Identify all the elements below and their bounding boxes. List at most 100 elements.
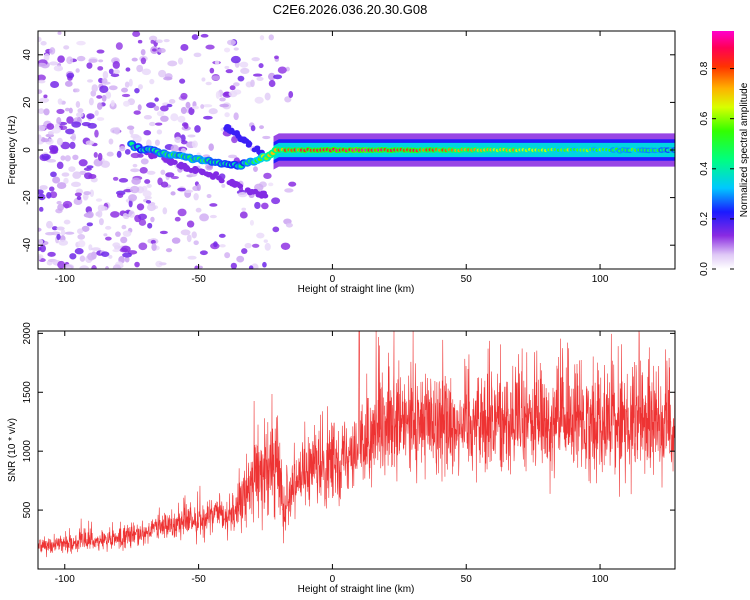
noise-blob (160, 115, 169, 122)
snr-x-label: Height of straight line (km) (298, 584, 415, 595)
figure-title: C2E6.2026.036.20.30.G08 (273, 2, 428, 17)
noise-blob (186, 234, 192, 243)
x-tick-label: -50 (191, 574, 206, 585)
noise-blob (86, 113, 95, 120)
noise-blob (233, 47, 239, 51)
noise-blob (230, 262, 237, 269)
noise-blob (150, 39, 155, 44)
noise-blob (116, 150, 122, 158)
noise-blob (211, 75, 220, 81)
noise-blob (115, 42, 123, 50)
noise-blob (86, 211, 94, 219)
noise-blob (83, 191, 91, 196)
noise-blob (140, 57, 147, 65)
noise-blob (155, 260, 163, 268)
noise-blob (44, 53, 50, 60)
noise-blob (171, 237, 181, 244)
x-tick-label: 0 (330, 574, 336, 585)
noise-blob (139, 166, 148, 174)
x-tick-label: -100 (55, 574, 75, 585)
y-tick-label: 20 (22, 96, 33, 108)
noise-blob (138, 242, 148, 251)
noise-blob (124, 256, 130, 263)
noise-blob (137, 104, 142, 111)
streak-blob (192, 168, 199, 174)
noise-blob (241, 248, 248, 255)
noise-blob (185, 101, 191, 109)
noise-blob (264, 92, 271, 101)
colorbar-tick-label: 0.8 (699, 61, 710, 75)
noise-blob (179, 78, 186, 84)
noise-blob (205, 44, 215, 50)
noise-blob (177, 187, 186, 192)
noise-blob (51, 126, 61, 134)
noise-blob (251, 57, 260, 62)
noise-blob (71, 133, 77, 142)
noise-blob (187, 134, 196, 138)
noise-blob (263, 239, 268, 243)
noise-blob (86, 222, 93, 227)
noise-blob (49, 146, 59, 154)
noise-blob (165, 248, 173, 253)
noise-blob (56, 161, 64, 170)
noise-blob (56, 137, 63, 146)
streak-blob (205, 172, 212, 178)
noise-blob (39, 97, 50, 103)
noise-blob (68, 166, 76, 173)
noise-blob (225, 69, 234, 74)
noise-blob (219, 97, 226, 102)
noise-blob (221, 183, 226, 188)
noise-blob (177, 208, 187, 217)
noise-blob (202, 104, 213, 108)
noise-blob (128, 199, 133, 208)
noise-blob (160, 105, 169, 112)
noise-blob (288, 181, 297, 187)
streak-blob (213, 171, 220, 177)
noise-blob (180, 43, 189, 51)
noise-blob (163, 76, 173, 81)
noise-blob (56, 182, 67, 189)
noise-blob (141, 68, 152, 76)
noise-blob (193, 52, 202, 58)
noise-blob (101, 94, 107, 102)
noise-blob (180, 92, 188, 100)
snr-x-ticks: -100 -50 0 50 100 (55, 331, 609, 585)
noise-blob (105, 236, 112, 241)
noise-blob (277, 66, 287, 74)
streak-blob (197, 168, 204, 174)
noise-blob (64, 264, 75, 269)
noise-blob (159, 262, 167, 266)
noise-blob (60, 229, 66, 236)
noise-blob (108, 254, 113, 259)
noise-blob (64, 155, 71, 162)
noise-blob (38, 124, 46, 132)
noise-blob (160, 169, 166, 175)
noise-blob (154, 97, 159, 102)
noise-blob (163, 38, 170, 43)
noise-blob (209, 67, 215, 74)
noise-blob (105, 265, 110, 269)
noise-blob (160, 181, 169, 188)
noise-blob (208, 143, 214, 151)
noise-blob (180, 134, 186, 142)
noise-blob (76, 55, 86, 62)
noise-blob (50, 171, 57, 178)
noise-blob (70, 181, 81, 188)
noise-blob (100, 251, 110, 257)
noise-blob (170, 176, 179, 180)
y-tick-label: 500 (22, 501, 33, 518)
noise-blob (158, 69, 167, 78)
noise-blob (88, 97, 94, 106)
y-tick-label: 1000 (22, 440, 33, 463)
noise-blob (122, 212, 130, 220)
colorbar-tick-label: 0.2 (699, 212, 710, 226)
noise-blob (191, 140, 198, 148)
noise-blob (45, 231, 55, 236)
colorbar-ticks: 0.0 0.2 0.4 0.6 0.8 (699, 61, 734, 276)
noise-blob (122, 230, 132, 237)
noise-blob (125, 67, 131, 72)
noise-blob (170, 113, 179, 122)
streak-blob (171, 159, 178, 165)
noise-blob (132, 163, 138, 168)
noise-blob (56, 108, 65, 115)
